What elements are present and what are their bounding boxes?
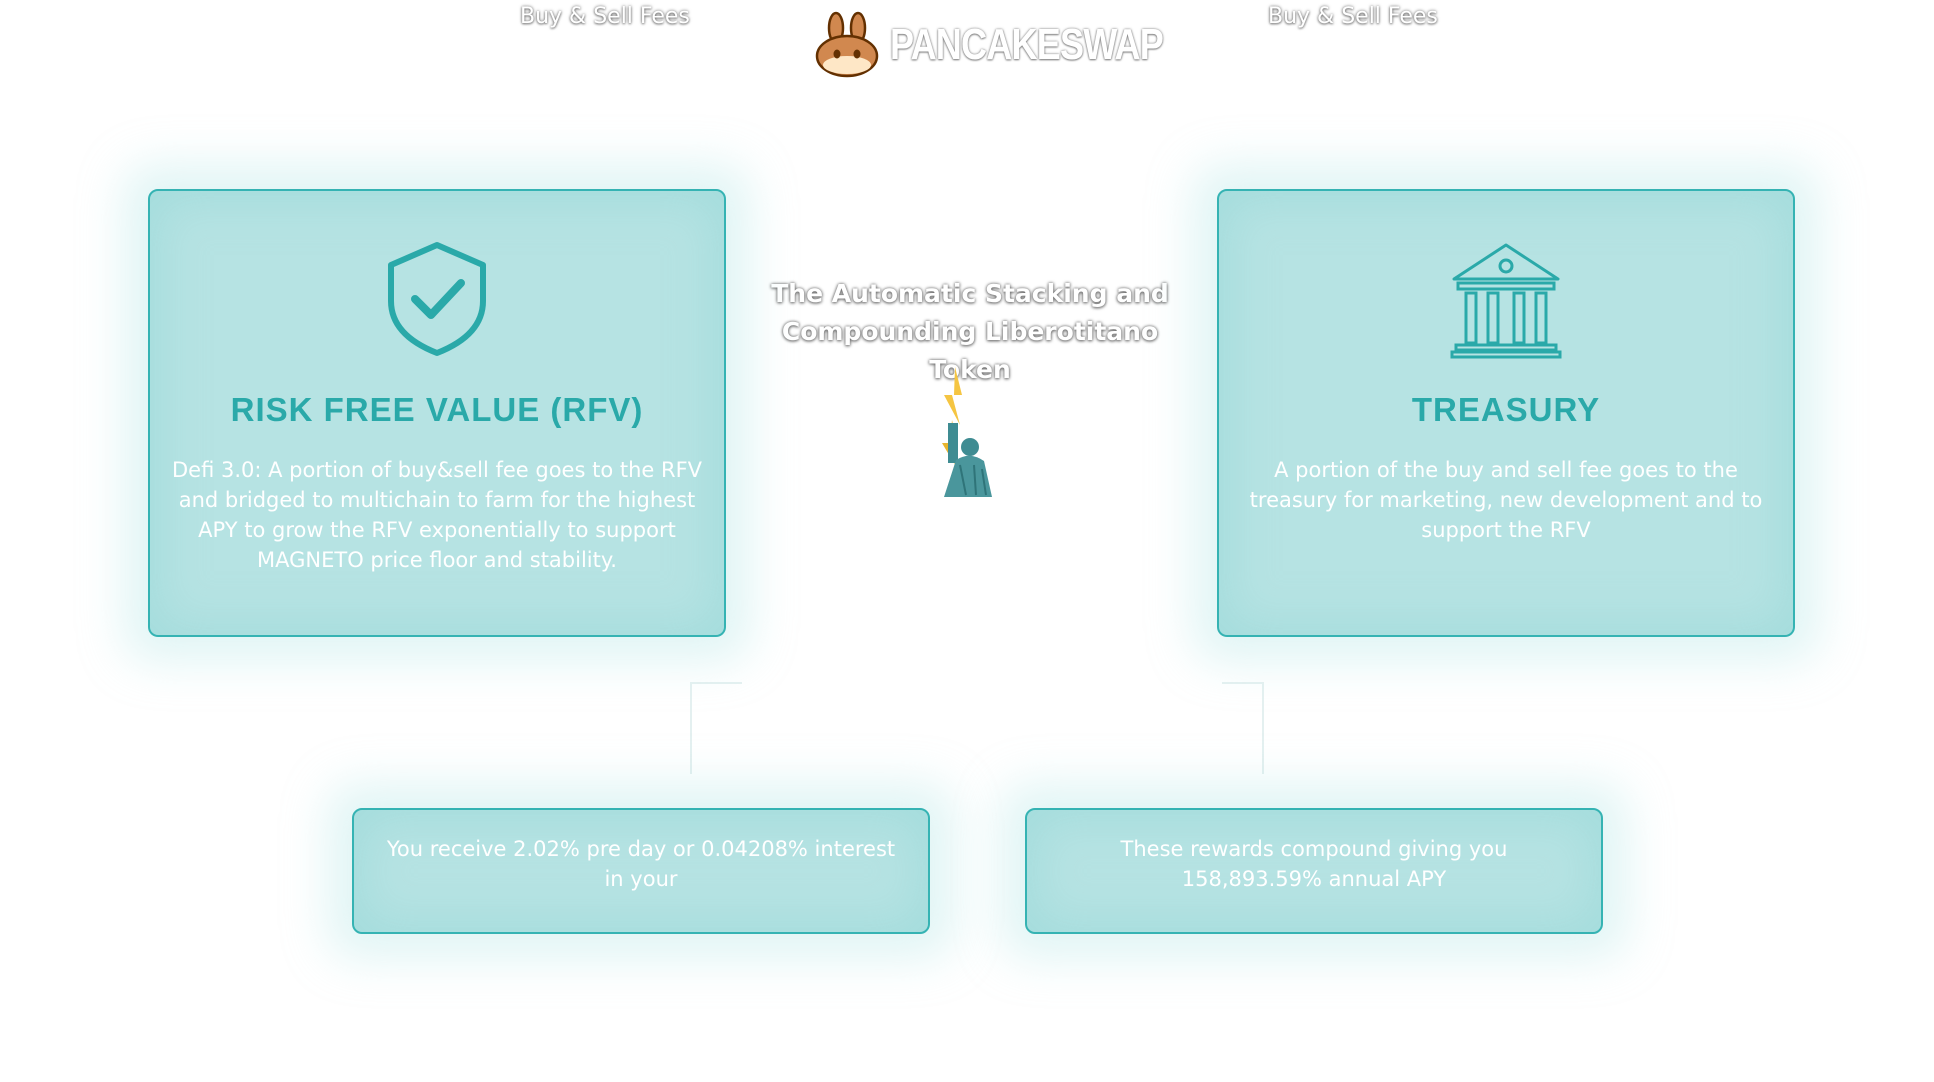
connector-right [1222,682,1264,774]
treasury-description: A portion of the buy and sell fee goes t… [1249,458,1763,542]
treasury-title: TREASURY [1411,391,1601,428]
buy-sell-fees-left-label: Buy & Sell Fees [520,4,690,29]
rfv-card: RISK FREE VALUE (RFV) Defi 3.0: A portio… [148,189,726,637]
annual-apy-text: These rewards compound giving you 158,89… [1120,837,1508,891]
daily-interest-text: You receive 2.02% pre day or 0.04208% in… [386,837,896,891]
rfv-title: RISK FREE VALUE (RFV) [230,391,644,428]
bank-icon [1450,243,1562,359]
annual-apy-box: These rewards compound giving you 158,89… [1025,808,1603,934]
liberty-statue-icon [930,365,1010,504]
pancakeswap-wordmark: PANCAKESWAP [890,20,1164,69]
buy-sell-fees-right-label: Buy & Sell Fees [1268,4,1438,29]
rfv-description: Defi 3.0: A portion of buy&sell fee goes… [172,458,703,572]
connector-left [690,682,742,774]
daily-interest-box: You receive 2.02% pre day or 0.04208% in… [352,808,930,934]
shield-check-icon [388,242,486,356]
hero-title: The Automatic Stacking and Compounding L… [771,279,1169,384]
pancakeswap-logo[interactable]: PANCAKESWAP [812,10,1223,80]
treasury-card: TREASURY A portion of the buy and sell f… [1217,189,1795,637]
bunny-logo-icon [815,11,879,78]
